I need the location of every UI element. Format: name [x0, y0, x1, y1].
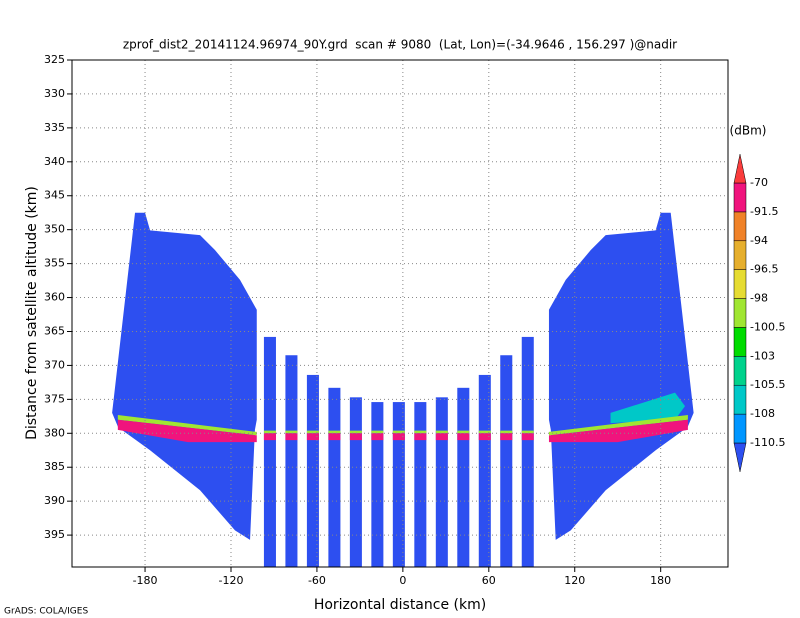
swath-region	[548, 414, 688, 436]
y-tick-label: 325	[44, 53, 65, 66]
y-tick-label: 345	[44, 189, 65, 202]
y-tick-label: 340	[44, 155, 65, 168]
y-tick-label: 365	[44, 324, 65, 337]
swath-strip	[478, 374, 491, 567]
y-tick-label: 360	[44, 291, 65, 304]
colorbar-bin	[733, 182, 747, 213]
y-tick-label: 395	[44, 528, 65, 541]
colorbar-tick-label: -108	[750, 407, 775, 420]
swath-region	[117, 419, 257, 443]
colorbar-low	[733, 442, 747, 472]
colorbar-tick-label: -70	[750, 176, 768, 189]
y-tick-label: 355	[44, 257, 65, 270]
plot-frame	[71, 59, 729, 568]
y-axis-label: Distance from satellite altitude (km)	[24, 186, 40, 440]
footer: GrADS: COLA/IGES	[4, 607, 88, 617]
swath-strip	[263, 336, 276, 567]
colorbar-bin	[733, 211, 747, 242]
colorbar-bin	[733, 327, 747, 357]
swath-region	[112, 212, 257, 540]
colorbar-bin	[733, 269, 747, 299]
colorbar-tick-label: -105.5	[750, 378, 785, 391]
colorbar-tick-label: -110.5	[750, 436, 785, 449]
swath-strip	[500, 355, 513, 567]
colorbar-tick-label: -96.5	[750, 263, 778, 276]
y-tick-label: 350	[44, 223, 65, 236]
swath-strip	[435, 397, 448, 567]
swath-strip	[328, 387, 341, 567]
swath-region	[548, 419, 688, 443]
x-tick-label: -180	[133, 574, 158, 587]
colorbar-tick-label: -103	[750, 349, 775, 362]
y-tick-label: 335	[44, 121, 65, 134]
y-tick-label: 390	[44, 494, 65, 507]
swath-strip	[285, 355, 298, 567]
colorbar-tick-label: -94	[750, 234, 768, 247]
swath-region	[610, 392, 686, 424]
swath-strip	[349, 397, 362, 567]
swath-strip	[457, 387, 470, 567]
colorbar-tick-label: -98	[750, 292, 768, 305]
chart-title: zprof_dist2_20141124.96974_90Y.grd scan …	[123, 38, 677, 52]
swath-region	[117, 414, 257, 436]
swath-strip	[392, 402, 405, 567]
colorbar-bin	[733, 240, 747, 270]
colorbar-tick-label: -91.5	[750, 205, 778, 218]
colorbar-high	[733, 154, 747, 184]
swath-region	[548, 212, 694, 540]
y-tick-label: 375	[44, 392, 65, 405]
x-tick-label: 0	[399, 574, 406, 587]
x-tick-label: 60	[482, 574, 496, 587]
y-tick-label: 385	[44, 460, 65, 473]
colorbar-label: (dBm)	[730, 124, 767, 138]
x-tick-label: 120	[564, 574, 585, 587]
x-tick-label: -60	[308, 574, 326, 587]
colorbar-bin	[733, 356, 747, 386]
colorbar-bin	[733, 384, 747, 415]
x-tick-label: -120	[219, 574, 244, 587]
colorbar-tick-label: -100.5	[750, 320, 785, 333]
y-tick-label: 330	[44, 87, 65, 100]
x-axis-label: Horizontal distance (km)	[314, 597, 486, 613]
swath-strip	[371, 402, 384, 567]
swath-strip	[414, 402, 427, 567]
swath-strip	[306, 374, 319, 567]
colorbar-bin	[733, 298, 747, 328]
y-tick-label: 370	[44, 358, 65, 371]
x-tick-label: 180	[650, 574, 671, 587]
swath-strip	[521, 336, 534, 567]
y-tick-label: 380	[44, 426, 65, 439]
colorbar-bin	[733, 413, 747, 444]
